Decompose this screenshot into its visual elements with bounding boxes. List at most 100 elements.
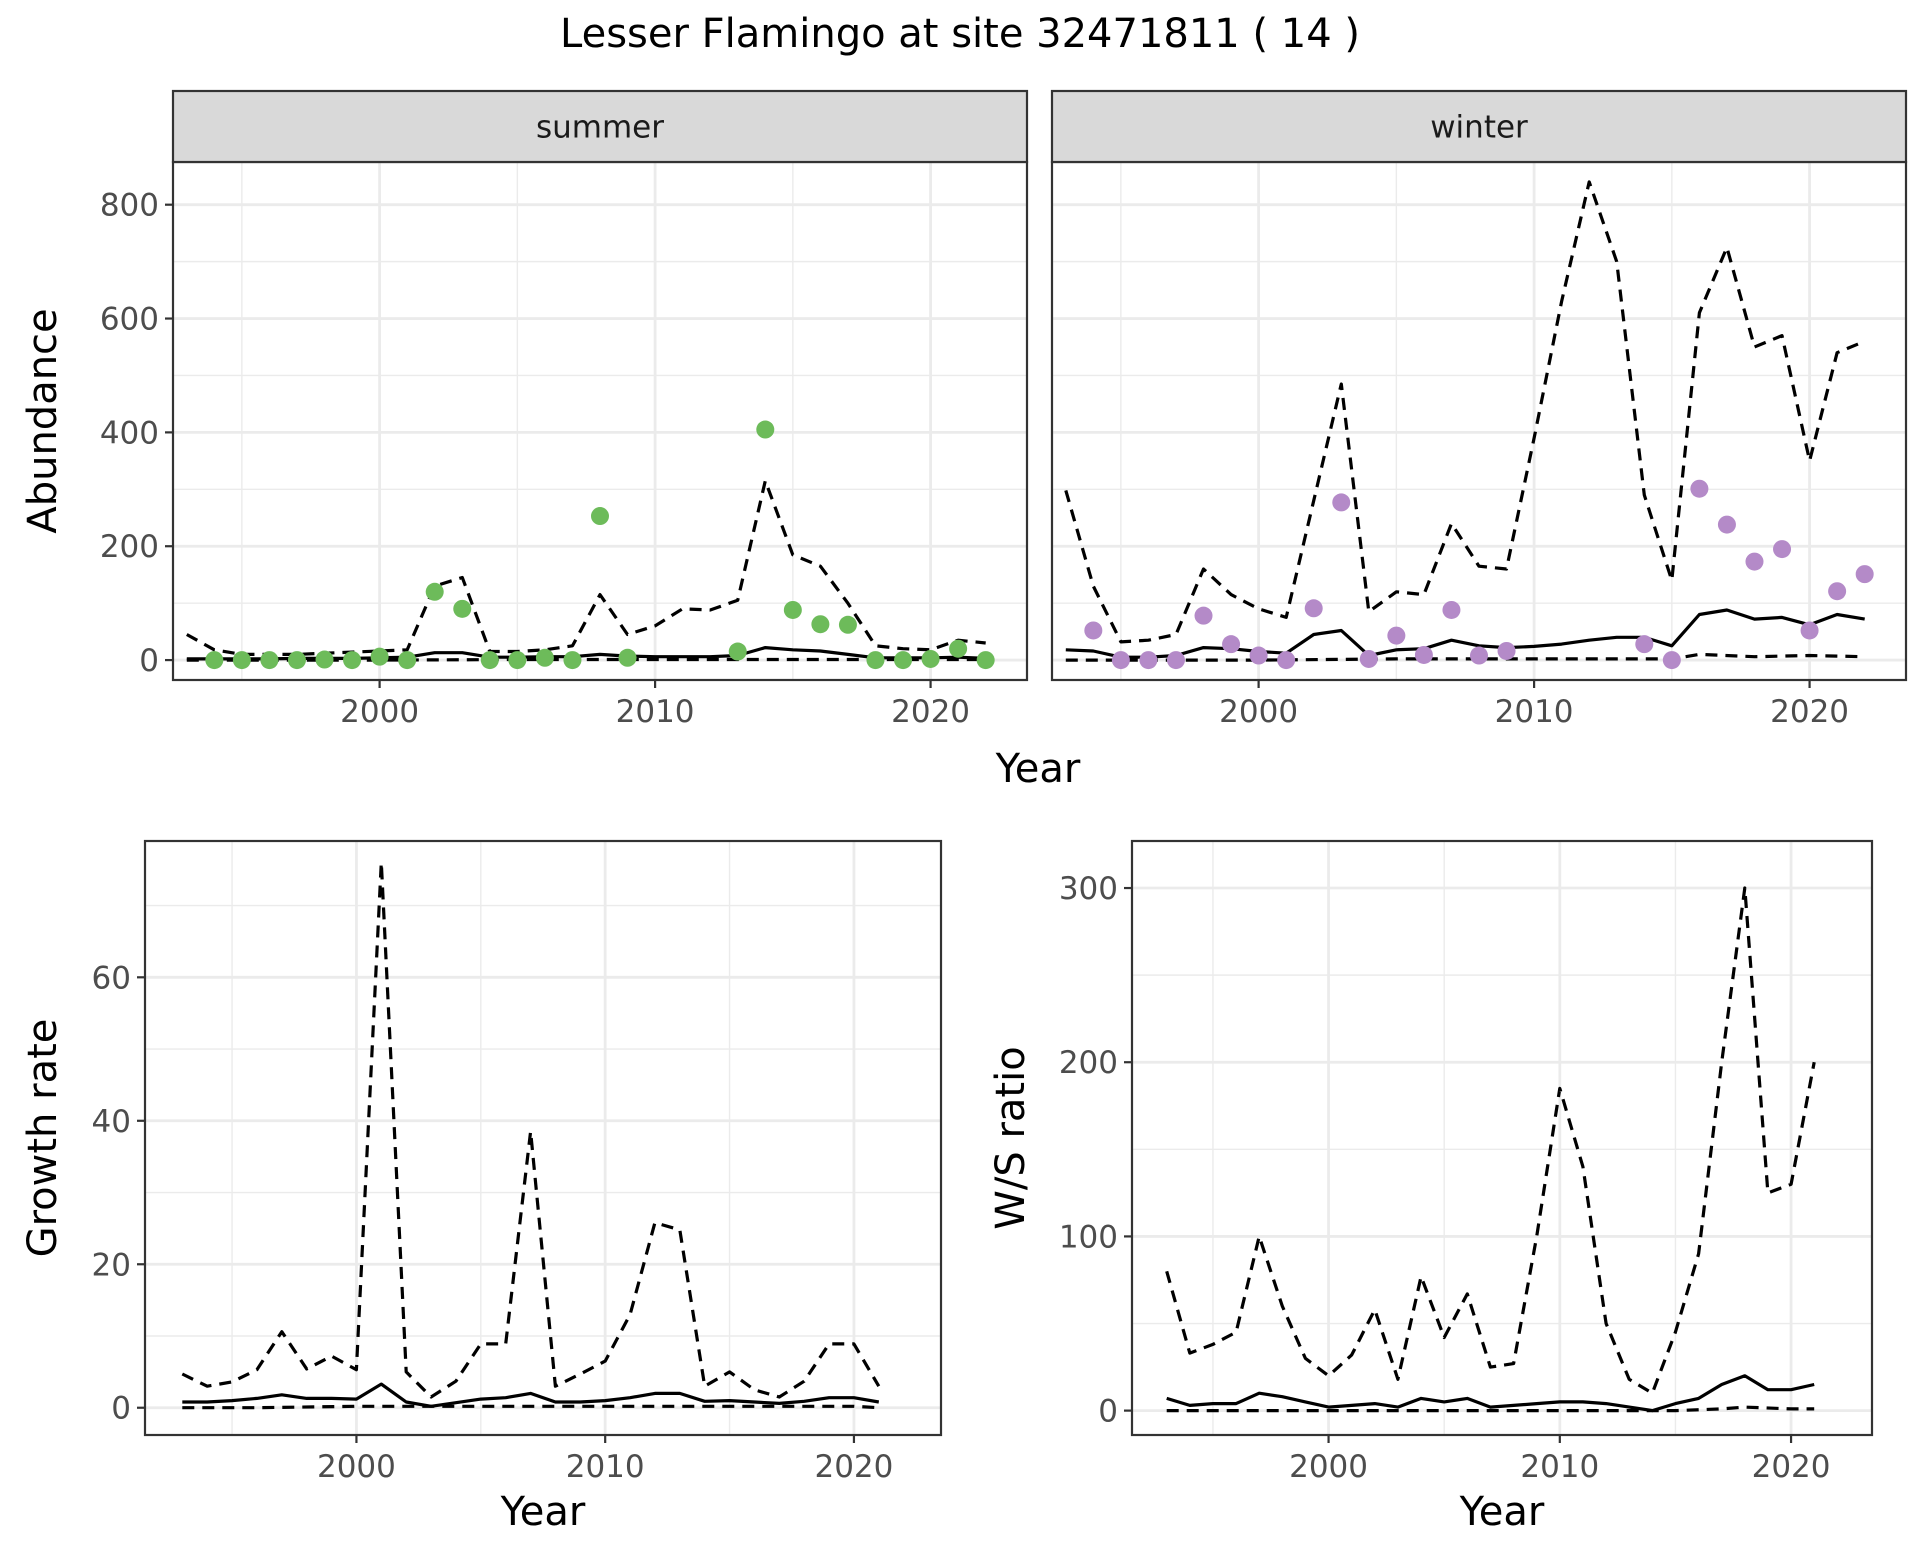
data-point	[728, 642, 747, 661]
panel-growth: 2000 2010 2020 0 20 40 60 Growth rate Year	[20, 839, 943, 1535]
data-point	[921, 649, 940, 668]
x-tick-label: 2010	[616, 694, 695, 730]
data-point	[563, 651, 582, 670]
data-point	[1084, 621, 1103, 640]
x-tick-label: 2000	[317, 1449, 396, 1485]
data-point	[1277, 651, 1296, 670]
facet-strip-label: summer	[536, 110, 664, 146]
data-point	[1222, 635, 1241, 654]
y-tick-label: 200	[100, 529, 159, 565]
x-tick-label: 2010	[566, 1449, 645, 1485]
x-tick-label: 2000	[1289, 1449, 1368, 1485]
data-point	[894, 651, 913, 670]
data-point	[343, 651, 362, 670]
x-tick-label: 2020	[1752, 1449, 1831, 1485]
y-tick-label: 60	[92, 960, 131, 996]
y-tick-label: 0	[111, 1391, 131, 1427]
series-line-dashed-1	[181, 860, 881, 1399]
data-point	[783, 600, 802, 619]
data-point	[1635, 635, 1654, 654]
x-tick-label: 2020	[1770, 694, 1849, 730]
x-tick-label: 2020	[814, 1449, 893, 1485]
series-line-dashed-2	[1166, 1405, 1815, 1413]
plot-background	[1132, 841, 1872, 1435]
data-point	[1387, 626, 1406, 645]
data-point	[591, 507, 609, 526]
data-point	[1332, 493, 1351, 512]
data-point	[480, 651, 499, 670]
data-point	[1111, 651, 1130, 670]
data-point	[535, 648, 554, 667]
data-point	[205, 651, 224, 670]
y-tick-label: 0	[1098, 1394, 1118, 1430]
plot-background	[1052, 162, 1906, 680]
facet-strip	[1050, 89, 1908, 164]
data-point	[425, 582, 444, 601]
panel-ratio: 2000 2010 2020 0 100 200 300 W/S ratio Year	[988, 839, 1874, 1535]
y-tick-label: 400	[100, 415, 159, 451]
y-axis-label: Abundance	[20, 308, 66, 533]
data-point	[756, 420, 775, 439]
data-point	[1414, 645, 1433, 664]
data-point	[1800, 621, 1819, 640]
data-point	[618, 648, 637, 667]
figure-title: Lesser Flamingo at site 32471811 ( 14 )	[560, 11, 1360, 57]
data-point	[1194, 606, 1213, 625]
panel-border	[143, 839, 943, 1437]
data-point	[287, 651, 306, 670]
data-point	[1773, 540, 1792, 559]
x-axis-label: Year	[500, 1489, 586, 1535]
series-line-solid-0	[182, 1382, 880, 1408]
panel-border	[1130, 839, 1874, 1437]
data-point	[1304, 599, 1323, 618]
data-point	[1139, 651, 1158, 670]
panel-winter: winter 2000 2010 2020	[1050, 89, 1908, 730]
data-point	[260, 651, 279, 670]
data-point	[1828, 582, 1847, 601]
data-point	[976, 651, 995, 670]
data-point	[232, 651, 251, 670]
series-line-dashed-2	[182, 1404, 879, 1410]
y-tick-label: 40	[92, 1104, 131, 1140]
data-point	[1717, 515, 1736, 534]
data-point	[398, 651, 417, 670]
data-point	[1359, 649, 1378, 668]
data-point	[315, 650, 334, 669]
x-tick-label: 2000	[1219, 694, 1298, 730]
data-point	[1249, 646, 1268, 665]
y-tick-label: 100	[1059, 1219, 1118, 1255]
y-tick-label: 20	[92, 1247, 131, 1283]
data-point	[811, 615, 830, 634]
x-axis-label: Year	[1459, 1489, 1545, 1535]
data-point	[1745, 552, 1764, 571]
data-point	[1442, 600, 1461, 619]
data-point	[1470, 646, 1488, 665]
data-point	[866, 651, 885, 670]
series-line-solid-0	[1166, 1374, 1815, 1413]
series-line-solid-0	[1065, 608, 1865, 659]
x-tick-label: 2000	[340, 694, 419, 730]
plot-background	[173, 162, 1027, 680]
plot-background	[145, 841, 941, 1435]
y-tick-label: 0	[139, 643, 159, 679]
x-tick-label: 2010	[1495, 694, 1574, 730]
data-point	[1855, 565, 1874, 584]
data-point	[1166, 651, 1185, 670]
panel-summer: summer 2000 2010 2020 0 200 400 600 800 Abundance	[20, 89, 1029, 730]
data-point	[1662, 651, 1681, 670]
data-point	[949, 639, 968, 658]
data-point	[1497, 641, 1516, 660]
data-point	[1690, 479, 1709, 498]
series-line-dashed-1	[1165, 886, 1816, 1395]
y-tick-label: 300	[1059, 871, 1118, 907]
x-tick-label: 2010	[1520, 1449, 1599, 1485]
y-tick-label: 800	[100, 188, 159, 224]
data-point	[453, 599, 472, 618]
y-tick-label: 200	[1059, 1045, 1118, 1081]
abundance-x-label: Year	[995, 746, 1081, 792]
facet-strip	[171, 89, 1029, 164]
data-point	[370, 647, 389, 666]
data-point	[508, 651, 527, 670]
x-tick-label: 2020	[891, 694, 970, 730]
